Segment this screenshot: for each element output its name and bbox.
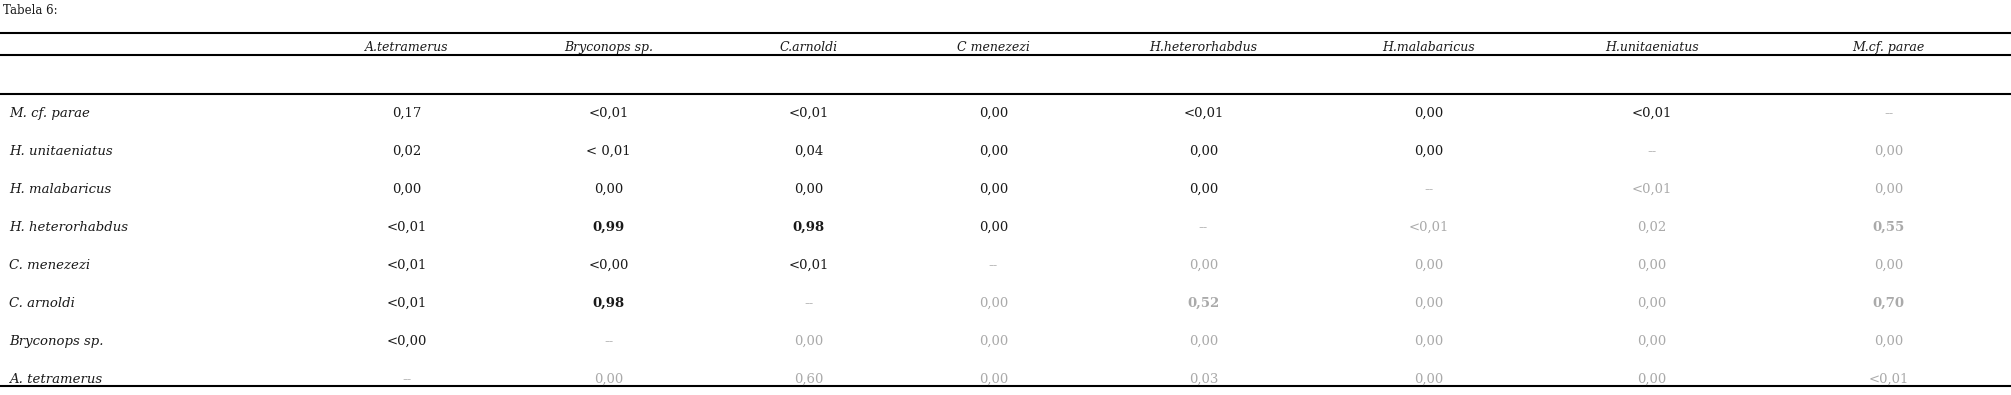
Text: Tabela 6:: Tabela 6: — [2, 4, 58, 17]
Text: 0,00: 0,00 — [979, 335, 1008, 348]
Text: 0,00: 0,00 — [979, 297, 1008, 310]
Text: H.heterorhabdus: H.heterorhabdus — [1150, 41, 1257, 54]
Text: H. unitaeniatus: H. unitaeniatus — [8, 145, 113, 158]
Text: 0,55: 0,55 — [1872, 221, 1904, 234]
Text: Bryconops sp.: Bryconops sp. — [565, 41, 654, 54]
Text: <0,01: <0,01 — [1868, 373, 1908, 386]
Text: H. malabaricus: H. malabaricus — [8, 183, 111, 196]
Text: 0,00: 0,00 — [1637, 373, 1667, 386]
Text: 0,00: 0,00 — [979, 107, 1008, 120]
Text: M. cf. parae: M. cf. parae — [8, 107, 90, 120]
Text: --: -- — [402, 373, 412, 386]
Text: 0,00: 0,00 — [794, 183, 822, 196]
Text: --: -- — [1884, 107, 1892, 120]
Text: 0,00: 0,00 — [1414, 107, 1444, 120]
Text: <0,01: <0,01 — [1182, 107, 1223, 120]
Text: 0,98: 0,98 — [593, 297, 625, 310]
Text: 0,00: 0,00 — [1874, 183, 1902, 196]
Text: A.tetramerus: A.tetramerus — [364, 41, 448, 54]
Text: 0,00: 0,00 — [1414, 297, 1444, 310]
Text: 0,00: 0,00 — [1189, 259, 1219, 272]
Text: --: -- — [804, 297, 812, 310]
Text: <0,01: <0,01 — [386, 221, 426, 234]
Text: 0,00: 0,00 — [794, 335, 822, 348]
Text: 0,00: 0,00 — [1874, 259, 1902, 272]
Text: H.malabaricus: H.malabaricus — [1382, 41, 1474, 54]
Text: C menezezi: C menezezi — [957, 41, 1030, 54]
Text: 0,00: 0,00 — [979, 145, 1008, 158]
Text: --: -- — [603, 335, 613, 348]
Text: <0,00: <0,00 — [589, 259, 629, 272]
Text: <0,01: <0,01 — [1631, 183, 1671, 196]
Text: 0,98: 0,98 — [792, 221, 825, 234]
Text: 0,00: 0,00 — [1874, 145, 1902, 158]
Text: 0,04: 0,04 — [794, 145, 822, 158]
Text: 0,00: 0,00 — [979, 221, 1008, 234]
Text: <0,01: <0,01 — [788, 107, 829, 120]
Text: 0,00: 0,00 — [1414, 259, 1444, 272]
Text: 0,00: 0,00 — [392, 183, 420, 196]
Text: <0,01: <0,01 — [386, 259, 426, 272]
Text: C.arnoldi: C.arnoldi — [780, 41, 839, 54]
Text: 0,00: 0,00 — [593, 373, 623, 386]
Text: 0,99: 0,99 — [593, 221, 625, 234]
Text: 0,00: 0,00 — [593, 183, 623, 196]
Text: C. arnoldi: C. arnoldi — [8, 297, 74, 310]
Text: --: -- — [1199, 221, 1209, 234]
Text: 0,00: 0,00 — [979, 183, 1008, 196]
Text: C. menezezi: C. menezezi — [8, 259, 90, 272]
Text: <0,01: <0,01 — [788, 259, 829, 272]
Text: 0,60: 0,60 — [794, 373, 822, 386]
Text: 0,00: 0,00 — [979, 373, 1008, 386]
Text: 0,00: 0,00 — [1189, 145, 1219, 158]
Text: H.unitaeniatus: H.unitaeniatus — [1605, 41, 1699, 54]
Text: <0,01: <0,01 — [1408, 221, 1448, 234]
Text: 0,00: 0,00 — [1414, 335, 1444, 348]
Text: --: -- — [989, 259, 997, 272]
Text: 0,00: 0,00 — [1414, 373, 1444, 386]
Text: 0,00: 0,00 — [1637, 335, 1667, 348]
Text: 0,00: 0,00 — [1189, 335, 1219, 348]
Text: --: -- — [1647, 145, 1657, 158]
Text: <0,01: <0,01 — [1631, 107, 1671, 120]
Text: 0,02: 0,02 — [1637, 221, 1667, 234]
Text: H. heterorhabdus: H. heterorhabdus — [8, 221, 129, 234]
Text: 0,17: 0,17 — [392, 107, 422, 120]
Text: 0,03: 0,03 — [1189, 373, 1219, 386]
Text: A. tetramerus: A. tetramerus — [8, 373, 103, 386]
Text: 0,00: 0,00 — [1874, 335, 1902, 348]
Text: 0,00: 0,00 — [1189, 183, 1219, 196]
Text: <0,00: <0,00 — [386, 335, 426, 348]
Text: Bryconops sp.: Bryconops sp. — [8, 335, 103, 348]
Text: 0,00: 0,00 — [1414, 145, 1444, 158]
Text: --: -- — [1424, 183, 1434, 196]
Text: M.cf. parae: M.cf. parae — [1852, 41, 1925, 54]
Text: <0,01: <0,01 — [386, 297, 426, 310]
Text: 0,00: 0,00 — [1637, 297, 1667, 310]
Text: <0,01: <0,01 — [589, 107, 629, 120]
Text: 0,70: 0,70 — [1872, 297, 1904, 310]
Text: 0,02: 0,02 — [392, 145, 420, 158]
Text: 0,52: 0,52 — [1186, 297, 1219, 310]
Text: 0,00: 0,00 — [1637, 259, 1667, 272]
Text: < 0,01: < 0,01 — [587, 145, 631, 158]
